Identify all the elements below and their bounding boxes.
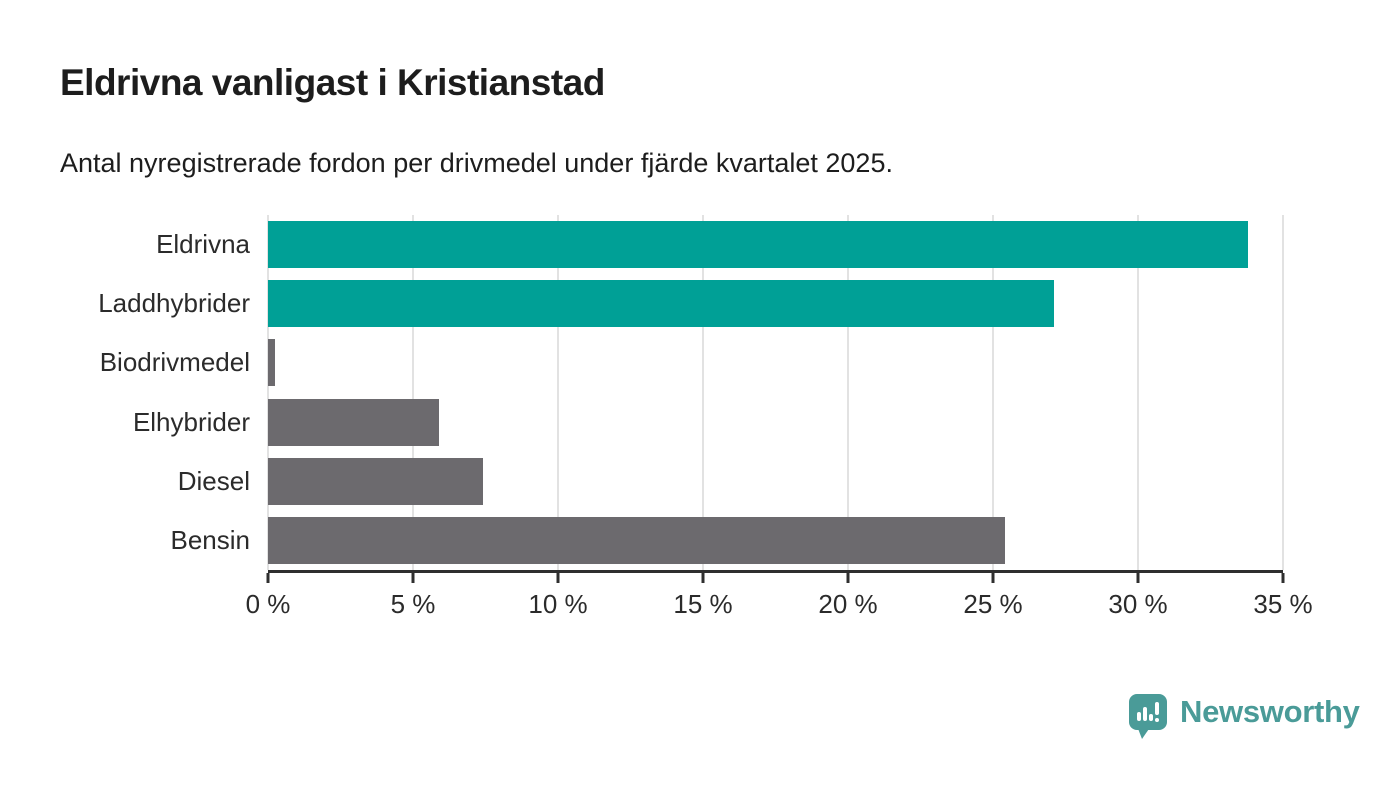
x-tick-mark: [991, 573, 995, 583]
gridline-30: [1137, 215, 1139, 570]
category-label-bensin: Bensin: [170, 524, 251, 555]
newsworthy-badge-icon: [1129, 693, 1167, 739]
x-tick-label: 15 %: [673, 589, 733, 619]
x-tick-mark: [846, 573, 850, 583]
category-label-diesel: Diesel: [177, 465, 250, 496]
chart-subtitle: Antal nyregistrerade fordon per drivmede…: [60, 148, 893, 178]
gridline-35: [1282, 215, 1284, 570]
x-tick-mark: [411, 573, 415, 583]
x-tick-label: 35 %: [1253, 589, 1313, 619]
x-tick-mark: [556, 573, 560, 583]
bar-biodrivmedel: [268, 339, 276, 387]
gridline-5: [412, 215, 414, 570]
gridline-25: [992, 215, 994, 570]
category-label-laddhybrider: Laddhybrider: [98, 288, 250, 319]
category-label-elhybrider: Elhybrider: [132, 406, 250, 437]
category-label-biodrivmedel: Biodrivmedel: [99, 347, 250, 378]
newsworthy-logo: Newsworthy: [1128, 690, 1360, 742]
x-tick-label: 5 %: [390, 589, 436, 619]
x-tick-mark: [1136, 573, 1140, 583]
bar-laddhybrider: [268, 280, 1054, 328]
x-axis: 0 % 5 % 10 % 15 % 20 % 25 % 30 % 35 %: [246, 570, 1313, 633]
gridline-0: [267, 215, 269, 570]
x-tick-label: 0 %: [245, 589, 291, 619]
x-tick-label: 20 %: [818, 589, 878, 619]
y-axis-category-labels: Eldrivna Laddhybrider Biodrivmedel Elhybrid…: [0, 215, 250, 570]
bar-bensin: [268, 516, 1005, 564]
bar-elhybrider: [268, 398, 440, 446]
plot-area: [267, 215, 1284, 570]
bar-eldrivna: [268, 221, 1249, 269]
x-tick-label: 10 %: [528, 589, 588, 619]
bar-diesel: [268, 457, 483, 505]
x-tick-mark: [266, 573, 270, 583]
x-tick-mark: [1281, 573, 1285, 583]
chart-title: Eldrivna vanligast i Kristianstad: [60, 62, 605, 103]
x-tick-label: 30 %: [1108, 589, 1168, 619]
category-label-eldrivna: Eldrivna: [156, 229, 250, 259]
x-tick-mark: [701, 573, 705, 583]
gridline-15: [702, 215, 704, 570]
x-tick-label: 25 %: [963, 589, 1023, 619]
newsworthy-wordmark: Newsworthy: [1180, 694, 1360, 729]
gridline-20: [847, 215, 849, 570]
gridline-10: [557, 215, 559, 570]
